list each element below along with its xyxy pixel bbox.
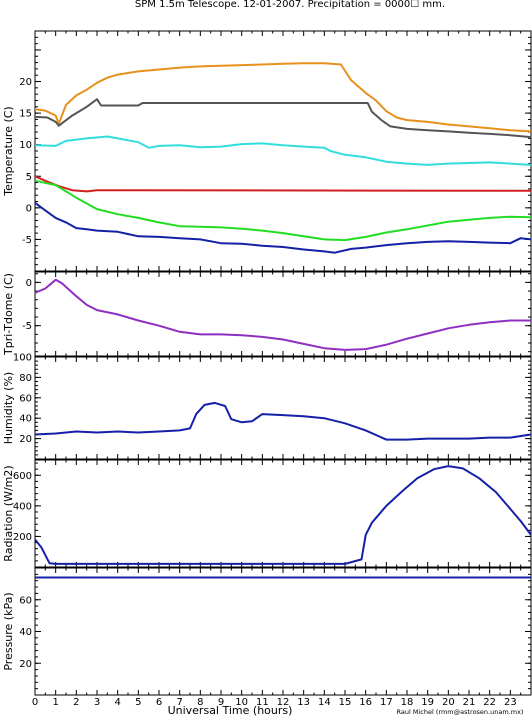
panel-frame (34, 567, 532, 696)
x-tick-label: 0 (32, 697, 38, 708)
series-line-0-0 (34, 62, 532, 133)
y-axis-label: Temperature (C) (2, 106, 15, 196)
y-tick-label: 200 (13, 532, 32, 543)
x-tick-label: 2 (73, 697, 79, 708)
series-line-0-1 (34, 98, 532, 139)
y-tick-label: 20 (19, 77, 32, 88)
x-tick-label: 11 (256, 697, 269, 708)
y-tick-label: 60 (19, 595, 32, 606)
y-tick-label: 15 (19, 109, 32, 120)
series-line-2-0 (34, 401, 532, 441)
panel-frame (34, 356, 532, 460)
y-tick-label: 20 (19, 659, 32, 670)
y-tick-label: 10 (19, 140, 32, 151)
series-line-3-0 (34, 465, 532, 565)
y-tick-label: -5 (22, 321, 32, 332)
y-tick-label: -5 (22, 235, 32, 246)
x-tick-label: 16 (359, 697, 372, 708)
x-tick-label: 3 (94, 697, 100, 708)
x-tick-label: 5 (135, 697, 141, 708)
series-line-0-5 (34, 201, 532, 254)
x-tick-label: 15 (339, 697, 352, 708)
x-tick-label: 18 (401, 697, 414, 708)
x-tick-label: 4 (114, 697, 120, 708)
x-tick-label: 12 (277, 697, 290, 708)
x-axis-label: Universal Time (hours) (168, 704, 293, 717)
x-tick-label: 14 (318, 697, 331, 708)
y-tick-label: 100 (13, 353, 32, 364)
y-tick-label: 5 (26, 172, 32, 183)
x-tick-label: 17 (380, 697, 393, 708)
x-tick-label: 8 (197, 697, 203, 708)
y-tick-label: 60 (19, 393, 32, 404)
panel-0: -5 0 5 10 15 20 Temperature (C) (2, 30, 532, 272)
panel-frame (34, 30, 532, 272)
y-tick-label: 600 (13, 471, 32, 482)
y-tick-label: 20 (19, 434, 32, 445)
series-line-0-4 (34, 179, 532, 242)
y-tick-label: 400 (13, 501, 32, 512)
x-tick-label: 13 (297, 697, 310, 708)
x-tick-label: 6 (156, 697, 162, 708)
credit-label: Raul Michel (rmm@astrosen.unam.mx) (397, 708, 524, 716)
x-tick-label: 10 (235, 697, 248, 708)
series-line-0-2 (34, 135, 532, 166)
panel-frame (34, 459, 532, 568)
y-axis-label: Tpri-Tdome (C) (2, 273, 15, 356)
y-axis-label: Humidity (%) (2, 372, 15, 444)
x-tick-label: 23 (504, 697, 517, 708)
x-tick-label: 1 (52, 697, 58, 708)
y-axis-label: Pressure (kPa) (2, 592, 15, 670)
y-axis-label: Radiation (W/m2) (2, 465, 15, 561)
y-tick-label: 0 (26, 203, 32, 214)
y-tick-label: 40 (19, 627, 32, 638)
chart-title: SPM 1.5m Telescope. 12-01-2007. Precipit… (135, 0, 445, 10)
panel-4: 20 40 60 Pressure (kPa) (2, 567, 532, 696)
series-line-0-3 (34, 175, 532, 193)
x-tick-label: 19 (421, 697, 434, 708)
y-tick-label: 80 (19, 373, 32, 384)
panel-2: 20 40 60 80 100 Humidity (%) (2, 353, 532, 460)
x-tick-label: 7 (176, 697, 182, 708)
panel-frame (34, 271, 532, 357)
x-tick-label: 20 (442, 697, 455, 708)
y-tick-label: 40 (19, 414, 32, 425)
y-tick-label: 0 (26, 278, 32, 289)
x-tick-label: 22 (483, 697, 496, 708)
panel-1: -5 0 Tpri-Tdome (C) (2, 271, 532, 357)
x-tick-label: 21 (463, 697, 476, 708)
series-line-1-0 (34, 278, 531, 351)
x-tick-label: 9 (218, 697, 224, 708)
